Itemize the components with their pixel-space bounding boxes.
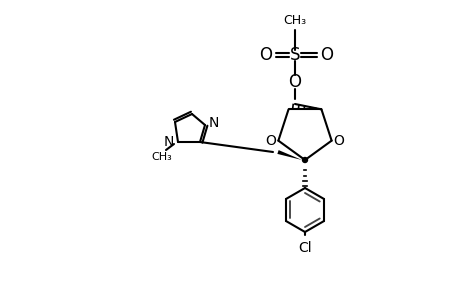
Text: O: O: [288, 73, 301, 91]
Circle shape: [302, 158, 307, 163]
Text: O: O: [265, 134, 276, 148]
Text: O: O: [259, 46, 272, 64]
Text: O: O: [320, 46, 333, 64]
Text: N: N: [163, 135, 174, 149]
Polygon shape: [277, 150, 302, 160]
Text: Cl: Cl: [297, 241, 311, 255]
Text: S: S: [289, 46, 300, 64]
Text: CH₃: CH₃: [283, 14, 306, 27]
Text: N: N: [208, 116, 219, 130]
Text: CH₃: CH₃: [151, 152, 172, 162]
Text: O: O: [333, 134, 344, 148]
